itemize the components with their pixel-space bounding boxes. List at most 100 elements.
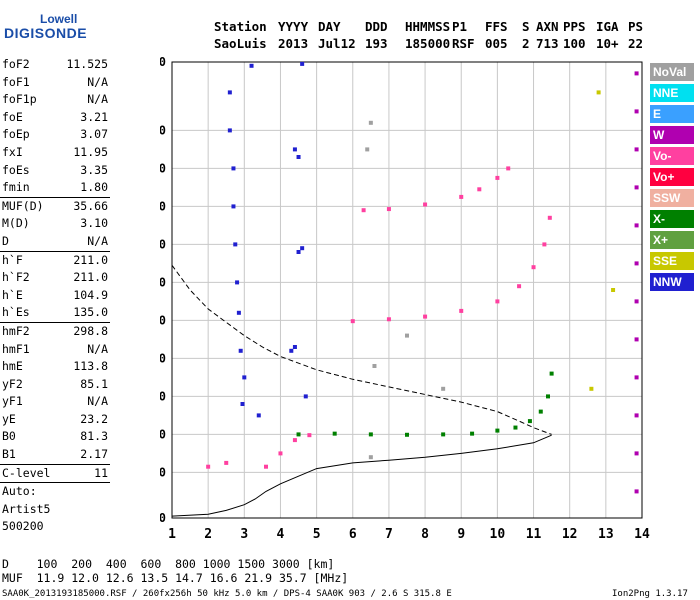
y-tick-label: 700	[160, 275, 166, 289]
file-info: SAA0K_2013193185000.RSF / 260fx256h 50 k…	[2, 589, 452, 599]
data-point-nnw	[235, 280, 240, 285]
clevel-label: C-level	[2, 465, 51, 480]
data-point-nnw	[300, 246, 305, 251]
data-point-x	[441, 432, 446, 437]
header-value-5: RSF	[452, 36, 475, 51]
data-point-vo	[224, 460, 229, 465]
data-point-nnw	[227, 128, 232, 133]
header-label-0: Station	[214, 19, 267, 34]
data-point-x	[546, 394, 550, 399]
muf-curve	[171, 265, 552, 435]
param-group-critical-frequencies: foF2 11.525 foF1 N/A foF1p N/A foE 3.21 foEp 3.07…	[0, 56, 110, 197]
param-row-fmin: fmin 1.80	[0, 179, 110, 197]
data-point-nnw	[238, 348, 243, 353]
param-label: foEp	[2, 127, 30, 142]
software-version: Ion2Png 1.3.17	[612, 589, 688, 599]
param-value: N/A	[87, 394, 108, 409]
param-value: 104.9	[73, 287, 108, 302]
x-tick-label: 10	[490, 527, 506, 542]
param-label: M(D)	[2, 216, 30, 231]
data-point-w	[634, 109, 639, 114]
data-point-x	[495, 428, 500, 433]
x-tick-label: 14	[634, 527, 650, 542]
data-point-x	[538, 409, 543, 414]
param-label: foE	[2, 109, 23, 124]
data-point-w	[634, 413, 639, 418]
data-point-w	[634, 147, 639, 152]
param-row-fof1p: foF1p N/A	[0, 91, 110, 109]
data-point-nnw	[296, 155, 301, 159]
data-point-x	[405, 432, 409, 437]
divider	[0, 482, 110, 484]
data-point-w	[634, 489, 639, 494]
param-label: foEs	[2, 162, 30, 177]
data-point-noval	[441, 386, 446, 391]
x-tick-label: 12	[562, 527, 578, 542]
param-row-md: M(D) 3.10	[0, 215, 110, 233]
param-row-ye: yE 23.2	[0, 411, 110, 429]
divider	[0, 321, 110, 323]
electron-density-profile	[171, 434, 552, 517]
y-tick-label: 1000	[160, 161, 166, 175]
param-row-hme: hmE 113.8	[0, 358, 110, 376]
param-label: h`F	[2, 252, 23, 267]
plot-frame	[171, 61, 643, 519]
muf-frequency-row: MUF 11.9 12.0 12.6 13.5 14.7 16.6 21.9 3…	[2, 571, 349, 585]
param-row-b1: B1 2.17	[0, 446, 110, 464]
y-tick-label: 80	[160, 511, 166, 525]
data-point-nnw	[249, 63, 254, 68]
param-row-foes: foEs 3.35	[0, 162, 110, 180]
logo-maker: Lowell	[40, 12, 78, 26]
param-label: B0	[2, 429, 16, 444]
param-label: hmF2	[2, 323, 30, 338]
divider	[0, 250, 110, 252]
legend-item-noval: NoVal	[650, 63, 694, 81]
y-tick-label: 1100	[160, 123, 166, 137]
header-value-10: 10+	[596, 36, 619, 51]
data-point-w	[634, 375, 639, 380]
divider	[0, 463, 110, 465]
header-label-3: DDD	[365, 19, 388, 34]
header-label-9: PPS	[563, 19, 586, 34]
data-point-vo	[386, 207, 391, 212]
header-value-3: 193	[365, 36, 388, 51]
data-point-nnw	[296, 250, 301, 254]
data-point-x	[549, 371, 554, 376]
param-label: MUF(D)	[2, 198, 44, 213]
data-point-vo	[278, 451, 283, 456]
param-value: N/A	[87, 341, 108, 356]
param-row-foe: foE 3.21	[0, 109, 110, 127]
param-label: foF1p	[2, 92, 37, 107]
clevel-value: 11	[94, 465, 108, 480]
param-label: B1	[2, 447, 16, 462]
y-tick-label: 300	[160, 427, 166, 441]
data-point-vo	[495, 175, 500, 180]
data-point-vo	[542, 242, 547, 247]
param-label: foF1	[2, 74, 30, 89]
data-point-nnw	[292, 147, 297, 152]
legend-item-nne: NNE	[650, 84, 694, 102]
param-row-mufd: MUF(D) 35.66	[0, 198, 110, 216]
data-point-vo	[423, 202, 428, 207]
param-label: h`Es	[2, 305, 30, 320]
header-value-9: 100	[563, 36, 586, 51]
y-tick-label: 600	[160, 313, 166, 327]
header-labels: Station SaoLuis YYYY 2013 DAY Jul12 DDD 193 HHMM…	[0, 0, 700, 56]
param-row-fof2: foF2 11.525	[0, 56, 110, 74]
auto-scaling-label: Auto:	[2, 484, 37, 499]
data-point-vo	[423, 314, 428, 319]
data-point-vo	[459, 308, 464, 313]
param-value: 35.66	[73, 198, 108, 213]
data-point-w	[634, 337, 639, 342]
param-row-b0: B0 81.3	[0, 428, 110, 446]
y-tick-label: 400	[160, 389, 166, 403]
y-tick-label: 500	[160, 351, 166, 365]
param-group-virtual-heights: h`F 211.0 h`F2 211.0 h`E 104.9 h`Es 135.0	[0, 252, 110, 322]
legend-item-ssw: SSW	[650, 189, 694, 207]
param-label: yF1	[2, 394, 23, 409]
autoscaler-version: 500200	[2, 519, 44, 534]
param-row-hes: h`Es 135.0	[0, 304, 110, 322]
data-point-w	[634, 185, 639, 190]
param-value: 11.95	[73, 144, 108, 159]
param-label: h`E	[2, 287, 23, 302]
